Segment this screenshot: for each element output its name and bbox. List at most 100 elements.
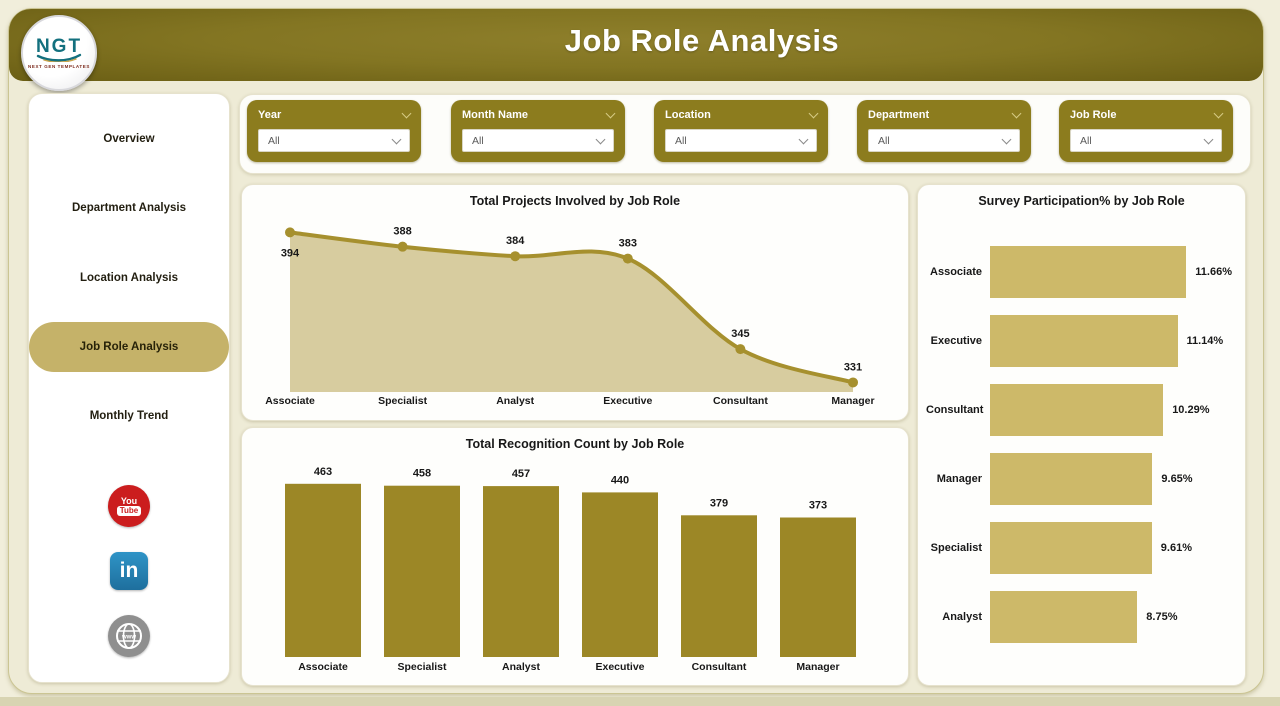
data-point-manager[interactable] bbox=[848, 377, 858, 388]
filter-department-label: Department bbox=[868, 109, 930, 121]
hbar-bar-associate[interactable] bbox=[990, 245, 1187, 298]
filter-month-name: Month Name All bbox=[451, 100, 625, 162]
hbar-bar-executive[interactable] bbox=[990, 314, 1178, 367]
sidebar-item-location-analysis[interactable]: Location Analysis bbox=[80, 271, 178, 284]
sidebar-item-job-role-analysis[interactable]: Job Role Analysis bbox=[29, 321, 229, 372]
filter-year-dropdown[interactable]: All bbox=[258, 129, 410, 152]
hbar-category-label: Consultant bbox=[926, 403, 984, 416]
filter-job-role-value: All bbox=[1080, 134, 1092, 147]
header-banner: Job Role Analysis bbox=[9, 9, 1263, 81]
dashboard-frame: Job Role Analysis NGT NEXT GEN TEMPLATES… bbox=[8, 8, 1264, 694]
hbar-category-label: Specialist bbox=[930, 541, 982, 554]
chart-text: 440 bbox=[611, 474, 629, 486]
hbar-bar-consultant[interactable] bbox=[990, 383, 1164, 436]
trend-line bbox=[288, 230, 855, 385]
chart-text: Executive bbox=[603, 395, 652, 407]
chart-text: 458 bbox=[413, 468, 431, 480]
chart-text: 373 bbox=[809, 499, 827, 511]
filter-month-value: All bbox=[472, 134, 484, 147]
globe-glyph: www bbox=[116, 623, 142, 650]
chart-text: 384 bbox=[506, 235, 525, 247]
chart-text: 388 bbox=[393, 226, 411, 238]
website-globe-icon[interactable]: www bbox=[108, 615, 150, 658]
hbar-value-label: 9.61% bbox=[1160, 541, 1192, 554]
chevron-down-icon[interactable] bbox=[401, 108, 412, 119]
hbar-category-label: Executive bbox=[930, 334, 982, 347]
linkedin-icon[interactable]: in bbox=[110, 552, 148, 591]
chart-title-survey-participation: Survey Participation% by Job Role bbox=[978, 194, 1185, 208]
bar-executive[interactable] bbox=[582, 492, 658, 657]
data-point-specialist[interactable] bbox=[397, 241, 408, 252]
data-point-associate[interactable] bbox=[285, 227, 295, 238]
filter-job-role-dropdown[interactable]: All bbox=[1070, 129, 1222, 152]
bar-analyst[interactable] bbox=[483, 486, 559, 657]
bottom-strip bbox=[0, 697, 1280, 706]
chart-text: 457 bbox=[512, 468, 530, 480]
chevron-down-icon[interactable] bbox=[605, 108, 616, 119]
chevron-down-icon[interactable] bbox=[1213, 108, 1224, 119]
hbar-bar-specialist[interactable] bbox=[990, 521, 1152, 574]
chevron-down-icon bbox=[391, 134, 402, 144]
chart-text: Associate bbox=[265, 395, 315, 407]
youtube-icon-text-you: You bbox=[120, 496, 138, 507]
filter-department-dropdown[interactable]: All bbox=[868, 129, 1020, 152]
hbar-row-specialist: Specialist 9.61% bbox=[926, 513, 1231, 582]
chart-text: Associate bbox=[298, 661, 348, 673]
sidebar-item-monthly-trend[interactable]: Monthly Trend bbox=[89, 409, 169, 422]
filter-job-role: Job Role All bbox=[1059, 100, 1233, 162]
area-fill bbox=[290, 232, 853, 392]
chevron-down-icon[interactable] bbox=[808, 108, 819, 119]
card-survey-participation: Survey Participation% by Job Role Associ… bbox=[917, 184, 1246, 686]
youtube-icon-text-tube: Tube bbox=[116, 506, 142, 517]
chart-text: Manager bbox=[831, 395, 874, 407]
data-point-analyst[interactable] bbox=[510, 251, 521, 262]
bar-consultant[interactable] bbox=[681, 515, 757, 657]
page-title: Job Role Analysis bbox=[564, 23, 840, 58]
filter-job-role-label: Job Role bbox=[1070, 109, 1117, 121]
data-point-consultant[interactable] bbox=[735, 344, 746, 355]
bar-specialist[interactable] bbox=[384, 485, 460, 657]
chart-text: Executive bbox=[595, 661, 644, 673]
filter-month-dropdown[interactable]: All bbox=[462, 129, 614, 152]
chart-text: 331 bbox=[844, 361, 862, 373]
chevron-down-icon bbox=[595, 134, 606, 144]
filter-department: Department All bbox=[857, 100, 1031, 162]
chart-text: Manager bbox=[796, 661, 839, 673]
chart-text: 379 bbox=[710, 497, 728, 509]
chevron-down-icon bbox=[798, 134, 809, 144]
hbar-category-label: Analyst bbox=[942, 610, 982, 623]
hbar-row-consultant: Consultant 10.29% bbox=[926, 375, 1231, 444]
social-links: You Tube in www bbox=[108, 485, 150, 682]
data-point-executive[interactable] bbox=[622, 253, 633, 264]
ngt-logo: NGT NEXT GEN TEMPLATES bbox=[21, 15, 97, 91]
chart-text: 394 bbox=[281, 247, 300, 259]
chevron-down-icon[interactable] bbox=[1011, 108, 1022, 119]
filter-year: Year All bbox=[247, 100, 421, 162]
hbar-value-label: 9.65% bbox=[1161, 472, 1193, 485]
bar-manager[interactable] bbox=[780, 517, 856, 658]
hbar-bar-analyst[interactable] bbox=[990, 590, 1138, 643]
svg-text:www: www bbox=[121, 635, 136, 641]
bar-chart-svg: 463 Associate 458 Specialist 457 Analyst 440 Ex… bbox=[285, 466, 856, 673]
logo-text: NGT bbox=[35, 35, 83, 57]
hbar-value-label: 10.29% bbox=[1172, 403, 1210, 416]
sidebar-item-department-analysis[interactable]: Department Analysis bbox=[72, 202, 186, 215]
filter-location-value: All bbox=[675, 134, 687, 147]
chart-text: Consultant bbox=[713, 395, 768, 407]
area-chart-svg: 394 Associate 388 Specialist 384 Analyst 383 Ex… bbox=[265, 226, 874, 407]
hbar-bar-manager[interactable] bbox=[990, 452, 1153, 505]
hbar-value-label: 11.14% bbox=[1186, 334, 1224, 347]
logo-subtext: NEXT GEN TEMPLATES bbox=[28, 63, 90, 69]
hbar-row-associate: Associate 11.66% bbox=[926, 237, 1232, 306]
chart-text: Consultant bbox=[692, 661, 747, 673]
chart-text: Specialist bbox=[378, 395, 428, 407]
chart-text: Analyst bbox=[496, 395, 534, 407]
youtube-icon[interactable]: You Tube bbox=[108, 485, 150, 528]
filter-location-dropdown[interactable]: All bbox=[665, 129, 817, 152]
hbar-category-label: Manager bbox=[936, 472, 982, 485]
bar-associate[interactable] bbox=[285, 483, 361, 657]
filter-year-label: Year bbox=[258, 109, 282, 121]
hbar-row-executive: Executive 11.14% bbox=[926, 306, 1231, 375]
sidebar-item-overview[interactable]: Overview bbox=[103, 133, 155, 146]
chevron-down-icon bbox=[1001, 134, 1012, 144]
